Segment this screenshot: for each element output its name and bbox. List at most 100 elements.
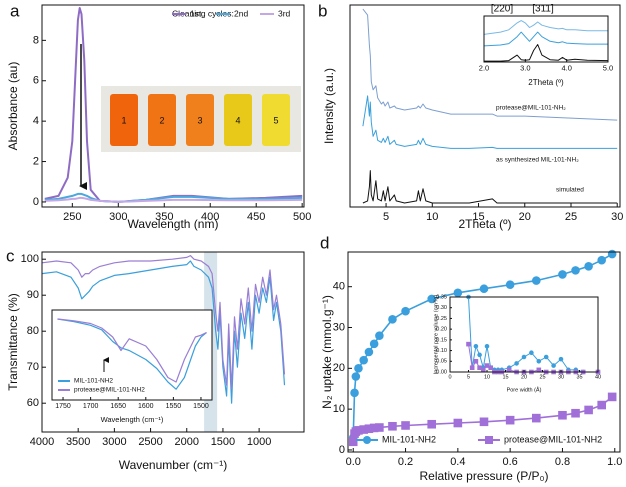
panel-label: d bbox=[320, 233, 329, 252]
vial-label: 2 bbox=[159, 115, 164, 125]
series-line bbox=[362, 8, 618, 121]
legend-label: MIL-101-NH2 bbox=[382, 434, 436, 444]
data-point bbox=[479, 284, 489, 294]
vial-label: 5 bbox=[273, 115, 278, 125]
legend-label: MIL-101-NH2 bbox=[74, 378, 113, 385]
data-point bbox=[584, 261, 593, 271]
legend-label: 1st bbox=[190, 8, 202, 18]
x-tick-label: 15 bbox=[472, 211, 484, 223]
y-tick-label: 0.35 bbox=[436, 294, 447, 300]
x-tick-label: 30 bbox=[558, 374, 564, 380]
panel-label: b bbox=[318, 1, 327, 20]
series-line bbox=[57, 318, 207, 383]
data-point bbox=[484, 343, 490, 349]
x-tick-label: 35 bbox=[576, 374, 582, 380]
data-point bbox=[505, 415, 515, 425]
vial bbox=[186, 94, 214, 146]
x-tick-label: 5.0 bbox=[603, 64, 613, 73]
x-tick-label: 350 bbox=[155, 211, 173, 223]
data-point bbox=[584, 405, 593, 415]
x-tick-label: 2.0 bbox=[479, 64, 489, 73]
y-tick-label: 0.00 bbox=[436, 369, 447, 375]
y-tick-label: 30 bbox=[333, 321, 345, 333]
y-tick-label: 90 bbox=[27, 289, 39, 301]
data-point bbox=[477, 352, 482, 358]
x-tick-label: 1000 bbox=[247, 436, 271, 448]
x-tick-label: 450 bbox=[247, 211, 265, 223]
x-tick-label: 1600 bbox=[138, 403, 154, 410]
data-point bbox=[505, 280, 515, 289]
vial bbox=[110, 94, 138, 146]
x-tick-label: 1650 bbox=[110, 403, 126, 410]
x-tick-label: 5 bbox=[467, 374, 470, 380]
x-tick-label: 15 bbox=[502, 374, 508, 380]
y-tick-label: 40 bbox=[333, 281, 345, 293]
data-point bbox=[359, 355, 368, 365]
y-tick-label: 80 bbox=[27, 325, 39, 337]
data-point bbox=[558, 270, 567, 279]
x-axis-label: 2Theta (º) bbox=[458, 217, 511, 231]
annotation: [311] bbox=[532, 4, 554, 15]
y-tick-label: 0.20 bbox=[436, 327, 447, 333]
x-axis-label: Relative pressure (P/P₀) bbox=[419, 469, 548, 483]
x-axis-label: Wavenumber (cm⁻¹) bbox=[119, 458, 228, 472]
data-point bbox=[558, 356, 564, 362]
data-point bbox=[536, 358, 542, 364]
y-axis-label: Incremental pore volume (cm³/g) bbox=[433, 295, 439, 375]
x-tick-label: 0.2 bbox=[398, 456, 413, 468]
data-point bbox=[401, 306, 410, 316]
plot-frame bbox=[51, 309, 213, 401]
series-line bbox=[44, 196, 303, 203]
y-tick-label: 0.15 bbox=[436, 337, 447, 343]
legend-marker bbox=[485, 436, 493, 444]
data-point bbox=[488, 365, 493, 371]
plot-frame bbox=[41, 251, 305, 433]
x-tick-label: 10 bbox=[484, 374, 490, 380]
x-tick-label: 1.0 bbox=[607, 456, 622, 468]
data-point bbox=[469, 365, 475, 371]
data-point bbox=[479, 417, 489, 427]
y-tick-label: 8 bbox=[33, 34, 39, 46]
data-point bbox=[466, 341, 471, 347]
series-line bbox=[57, 318, 207, 390]
y-tick-label: 4 bbox=[33, 115, 39, 127]
data-point bbox=[401, 421, 410, 430]
series-line bbox=[484, 44, 609, 62]
x-tick-label: 0 bbox=[448, 374, 451, 380]
x-tick-label: 1700 bbox=[83, 403, 99, 410]
x-tick-label: 5 bbox=[383, 211, 389, 223]
y-tick-label: 10 bbox=[333, 403, 345, 415]
data-point bbox=[607, 249, 617, 259]
x-tick-label: 10 bbox=[426, 211, 438, 223]
data-point bbox=[571, 408, 580, 418]
x-tick-label: 500 bbox=[293, 211, 311, 223]
x-tick-label: 1500 bbox=[193, 403, 209, 410]
x-tick-label: 20 bbox=[519, 211, 531, 223]
x-tick-label: 2500 bbox=[138, 436, 162, 448]
series-label: simulated bbox=[556, 187, 584, 194]
legend-label: 3rd bbox=[278, 8, 291, 18]
y-axis-label: Transmittance (%) bbox=[6, 293, 20, 391]
x-tick-label: 0.8 bbox=[555, 456, 570, 468]
x-tick-label: 0.6 bbox=[503, 456, 518, 468]
series-line bbox=[362, 95, 618, 149]
x-tick-label: 400 bbox=[201, 211, 219, 223]
data-point bbox=[388, 421, 397, 431]
plot-frame bbox=[347, 251, 621, 453]
legend-label: protease@MIL-101-NH2 bbox=[504, 434, 602, 444]
data-point bbox=[571, 266, 580, 275]
y-tick-label: 0 bbox=[33, 196, 39, 208]
data-point bbox=[348, 437, 358, 447]
y-tick-label: 0.05 bbox=[436, 359, 447, 365]
y-axis-label: Intensity (a.u.) bbox=[322, 68, 336, 144]
legend-title: Cleaning cycles: bbox=[172, 8, 234, 18]
legend-label: protease@MIL-101-NH2 bbox=[74, 387, 145, 394]
x-tick-label: 4.0 bbox=[561, 64, 571, 73]
vial bbox=[148, 94, 176, 146]
series-line bbox=[468, 296, 598, 373]
data-point bbox=[597, 400, 606, 410]
x-tick-label: 0.0 bbox=[346, 456, 361, 468]
